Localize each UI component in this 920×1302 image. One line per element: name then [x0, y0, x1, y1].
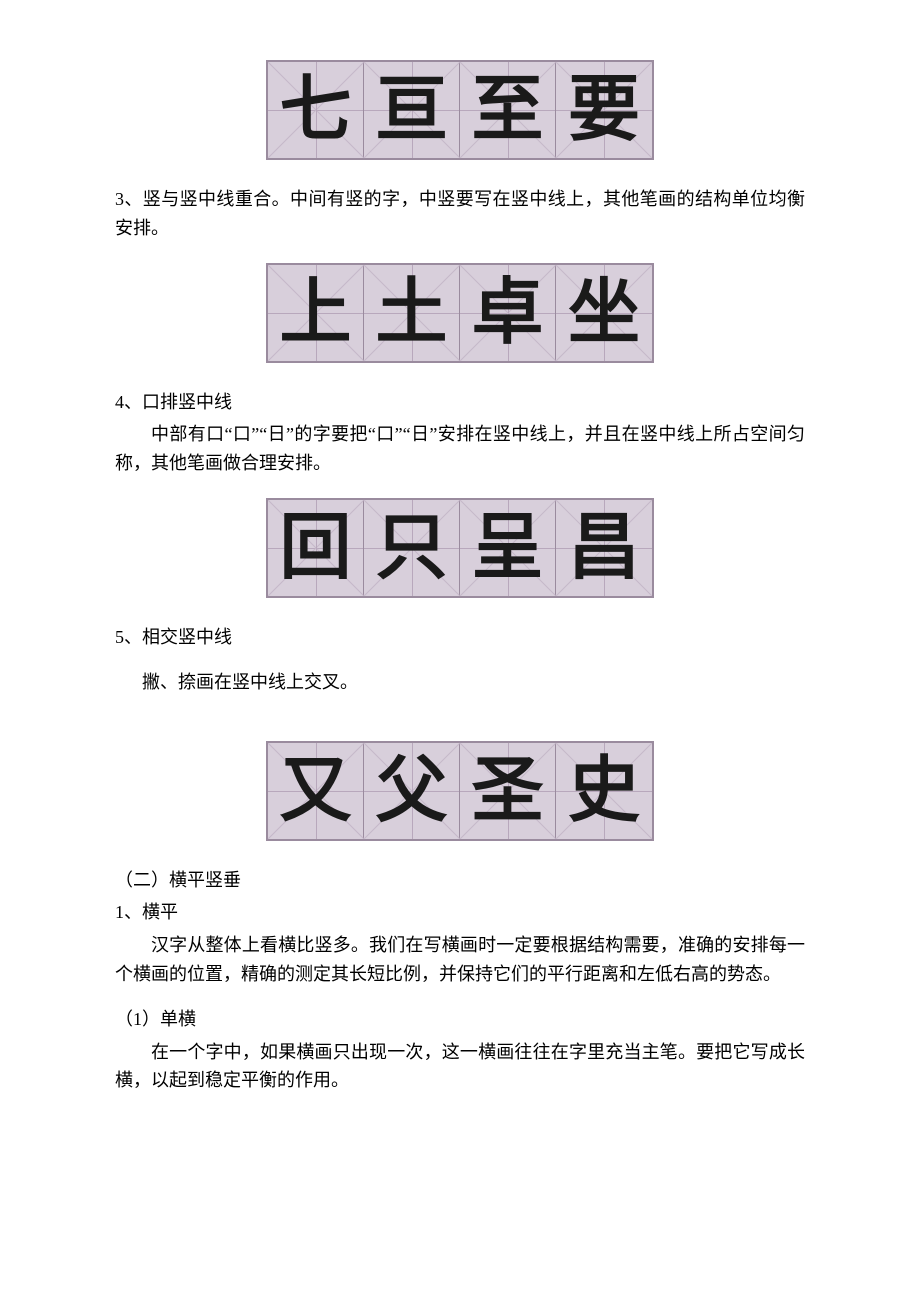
char-glyph: 卓 [471, 277, 543, 349]
char-glyph: 圣 [471, 755, 543, 827]
calligraphy-example-3: 回 只 呈 昌 [115, 498, 805, 598]
char-glyph: 只 [375, 512, 447, 584]
section-3-heading: 3、竖与竖中线重合。中间有竖的字，中竖要写在竖中线上，其他笔画的结构单位均衡安排… [115, 185, 805, 243]
char-cell: 至 [460, 62, 556, 158]
char-cell: 坐 [556, 265, 652, 361]
section-b-sub1-body: 汉字从整体上看横比竖多。我们在写横画时一定要根据结构需要，准确的安排每一个横画的… [115, 931, 805, 989]
char-cell: 只 [364, 500, 460, 596]
section-5-body: 撇、捺画在竖中线上交叉。 [115, 668, 805, 697]
char-cell: 七 [268, 62, 364, 158]
char-cell: 又 [268, 743, 364, 839]
char-glyph: 又 [279, 755, 351, 827]
char-cell: 卓 [460, 265, 556, 361]
char-cell: 昌 [556, 500, 652, 596]
char-cell: 圣 [460, 743, 556, 839]
section-5-heading: 5、相交竖中线 [115, 623, 805, 652]
char-glyph: 史 [568, 755, 640, 827]
char-cell: 呈 [460, 500, 556, 596]
char-glyph: 坐 [568, 277, 640, 349]
section-b-sub1-1-body: 在一个字中，如果横画只出现一次，这一横画往往在字里充当主笔。要把它写成长横，以起… [115, 1038, 805, 1096]
section-b-sub1-1-heading: （1）单横 [115, 1005, 805, 1034]
char-cell: 上 [268, 265, 364, 361]
calligraphy-example-2: 上 土 卓 坐 [115, 263, 805, 363]
char-cell: 史 [556, 743, 652, 839]
char-cell: 土 [364, 265, 460, 361]
calligraphy-example-1: 七 亘 至 要 [115, 60, 805, 160]
char-glyph: 亘 [375, 74, 447, 146]
char-cell: 亘 [364, 62, 460, 158]
char-glyph: 上 [279, 277, 351, 349]
calligraphy-example-4: 又 父 圣 史 [115, 741, 805, 841]
char-glyph: 至 [471, 74, 543, 146]
char-glyph: 回 [279, 512, 351, 584]
section-4-body: 中部有口“口”“日”的字要把“口”“日”安排在竖中线上，并且在竖中线上所占空间匀… [115, 420, 805, 478]
char-grid: 回 只 呈 昌 [266, 498, 654, 598]
section-b-heading: （二）横平竖垂 [115, 866, 805, 895]
char-glyph: 要 [568, 74, 640, 146]
char-grid: 上 土 卓 坐 [266, 263, 654, 363]
char-cell: 要 [556, 62, 652, 158]
char-glyph: 父 [375, 755, 447, 827]
section-b-sub1-heading: 1、横平 [115, 898, 805, 927]
char-glyph: 七 [279, 74, 351, 146]
char-grid: 七 亘 至 要 [266, 60, 654, 160]
section-4-heading: 4、口排竖中线 [115, 388, 805, 417]
char-glyph: 土 [375, 277, 447, 349]
char-glyph: 昌 [568, 512, 640, 584]
char-cell: 父 [364, 743, 460, 839]
char-glyph: 呈 [471, 512, 543, 584]
char-cell: 回 [268, 500, 364, 596]
char-grid: 又 父 圣 史 [266, 741, 654, 841]
document-content: 七 亘 至 要 3、竖与竖中线重合。中间有竖的字，中竖要写在竖中线上，其他笔画的… [0, 60, 920, 1095]
